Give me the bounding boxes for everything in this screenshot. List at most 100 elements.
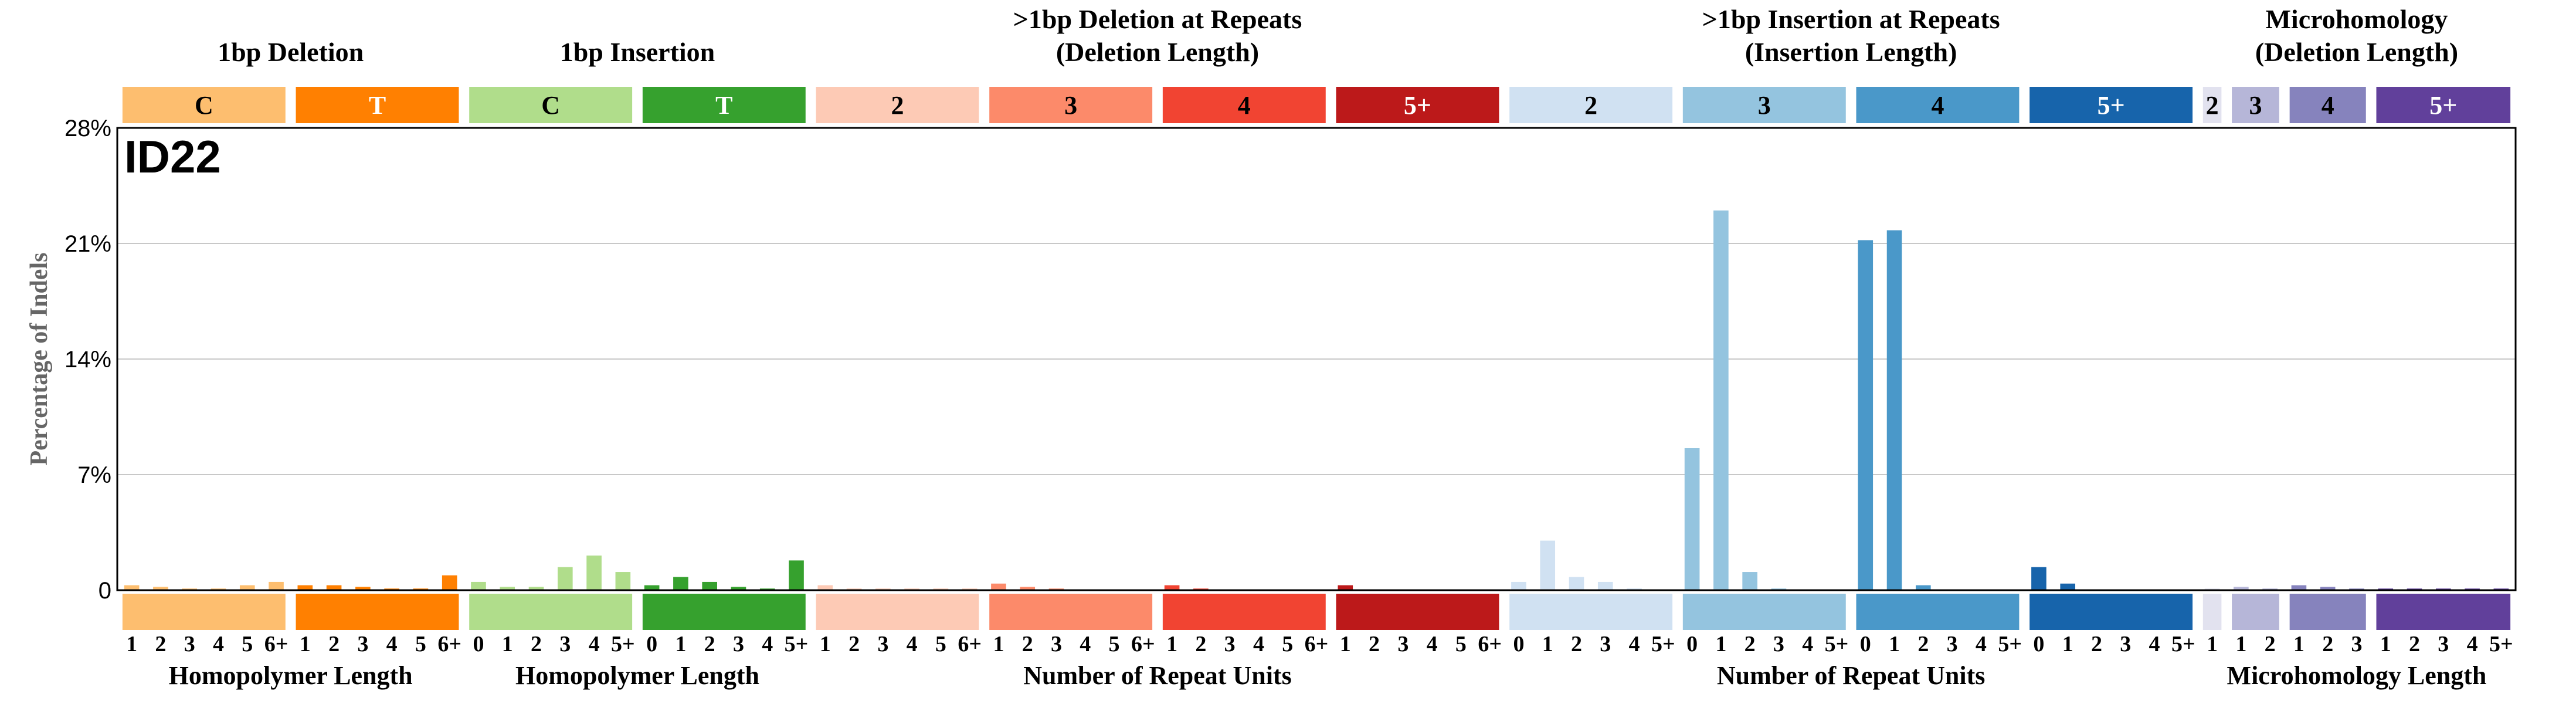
group-block-label: 2 — [891, 91, 904, 120]
x-tick-label: 4 — [2467, 632, 2478, 656]
x-tick-label: 1 — [820, 632, 831, 656]
x-tick-label: 5+ — [611, 632, 635, 656]
category-header: >1bp Insertion at Repeats — [1702, 4, 2000, 34]
bar — [1540, 540, 1556, 590]
x-tick-label: 2 — [1369, 632, 1380, 656]
group-block-bottom — [1509, 594, 1673, 630]
group-block-top — [469, 87, 633, 123]
category-header: >1bp Deletion at Repeats — [1013, 4, 1302, 34]
bar — [586, 555, 602, 590]
x-tick-label: 0 — [646, 632, 657, 656]
bar — [557, 567, 573, 590]
x-tick-label: 3 — [1947, 632, 1958, 656]
y-tick-label: 7% — [77, 462, 111, 488]
x-tick-label: 2 — [2091, 632, 2102, 656]
x-tick-label: 3 — [1224, 632, 1236, 656]
group-block-bottom — [2376, 594, 2511, 630]
group-block-label: 4 — [1931, 91, 1944, 120]
group-block-label: 5+ — [2098, 91, 2125, 120]
group-block-label: T — [369, 91, 386, 120]
group-block-bottom — [1162, 594, 1326, 630]
x-tick-label: 5+ — [785, 632, 809, 656]
x-tick-label: 1 — [675, 632, 686, 656]
x-tick-label: 5+ — [2171, 632, 2195, 656]
x-tick-label: 0 — [473, 632, 484, 656]
bar — [124, 585, 140, 590]
x-tick-label: 5 — [242, 632, 253, 656]
bar — [1597, 581, 1613, 590]
group-block-top — [2029, 87, 2193, 123]
bar — [789, 560, 804, 590]
x-tick-label: 1 — [502, 632, 513, 656]
x-tick-label: 1 — [2380, 632, 2391, 656]
category-header: Microhomology — [2266, 4, 2448, 34]
group-block-top — [1509, 87, 1673, 123]
x-tick-label: 4 — [907, 632, 918, 656]
bar — [1511, 581, 1526, 590]
bar — [269, 581, 284, 590]
group-block-bottom — [122, 594, 286, 630]
group-block-label: 2 — [1584, 91, 1597, 120]
category-header: 1bp Deletion — [218, 37, 364, 67]
group-block-label: 4 — [2322, 91, 2334, 120]
x-tick-label: 1 — [2062, 632, 2073, 656]
top-group-blocks: C T C T 2 3 4 5+ 2 3 4 5+ 2 3 4 5+ — [122, 87, 2511, 123]
x-tick-label: 6+ — [1478, 632, 1502, 656]
x-tick-label: 3 — [733, 632, 744, 656]
x-tick-label: 4 — [1629, 632, 1640, 656]
bar — [1886, 230, 1902, 590]
x-tick-label: 3 — [1773, 632, 1784, 656]
group-block-bottom — [1682, 594, 1846, 630]
x-tick-label: 3 — [1051, 632, 1062, 656]
bar — [500, 587, 515, 590]
x-tick-label: 4 — [386, 632, 398, 656]
category-header-sub: (Deletion Length) — [2255, 37, 2458, 67]
bar — [442, 575, 457, 590]
bar — [528, 587, 544, 590]
x-tick-label: 6+ — [1305, 632, 1329, 656]
x-tick-label: 6+ — [437, 632, 461, 656]
x-tick-label: 5+ — [2489, 632, 2513, 656]
x-tick-label: 2 — [2322, 632, 2333, 656]
x-tick-label: 4 — [1976, 632, 1987, 656]
gridlines — [117, 243, 2516, 475]
x-tick-label: 4 — [1080, 632, 1091, 656]
bar — [1684, 448, 1700, 590]
x-tick-label: 1 — [1340, 632, 1351, 656]
x-tick-label: 3 — [357, 632, 368, 656]
x-tick-label: 1 — [1542, 632, 1553, 656]
group-block-bottom — [1856, 594, 2020, 630]
group-block-bottom — [296, 594, 459, 630]
y-tick-label: 0 — [99, 578, 111, 604]
x-tick-label: 6+ — [1131, 632, 1155, 656]
bar — [2291, 585, 2307, 590]
bar — [817, 585, 833, 590]
x-tick-label: 3 — [2351, 632, 2362, 656]
bar — [1858, 240, 1874, 590]
chart-title: ID22 — [124, 131, 221, 182]
bar — [2320, 587, 2336, 590]
bar — [1338, 585, 1353, 590]
category-headers: 1bp Deletion 1bp Insertion >1bp Deletion a… — [218, 4, 2458, 67]
x-tick-label: 1 — [993, 632, 1004, 656]
bar — [991, 583, 1006, 590]
bar — [355, 587, 371, 590]
x-tick-label: 1 — [1715, 632, 1726, 656]
x-axis-label: Microhomology Length — [2227, 661, 2487, 690]
x-tick-label: 5+ — [1651, 632, 1675, 656]
x-tick-label: 2 — [531, 632, 542, 656]
y-tick-label: 21% — [65, 231, 111, 257]
group-block-bottom — [2232, 594, 2279, 630]
x-tick-label: 4 — [589, 632, 600, 656]
category-header-sub: (Insertion Length) — [1745, 37, 1957, 67]
x-tick-label: 3 — [1397, 632, 1409, 656]
bar — [326, 585, 342, 590]
bar — [2234, 587, 2249, 590]
bar — [644, 585, 660, 590]
bar — [731, 587, 746, 590]
x-tick-label: 2 — [1745, 632, 1756, 656]
group-block-label: 5+ — [2429, 91, 2457, 120]
y-axis-ticks: 0 7% 14% 21% 28% — [65, 116, 111, 604]
x-tick-label: 2 — [2409, 632, 2420, 656]
